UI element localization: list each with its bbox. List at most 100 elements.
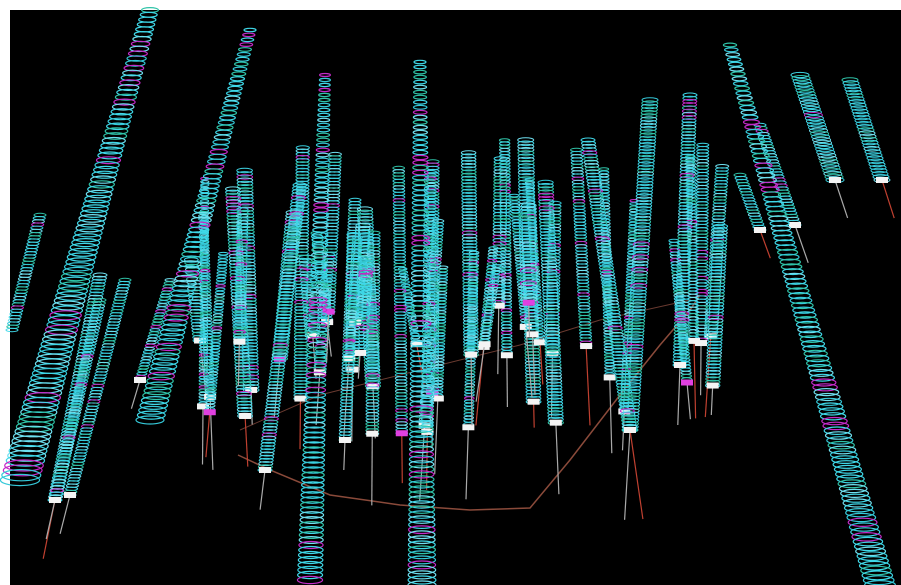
core-ring [804, 115, 824, 122]
core-ring [612, 360, 628, 366]
core-ring [539, 215, 556, 221]
core-ring [517, 156, 535, 163]
core-ring [319, 72, 332, 78]
core-ring [537, 183, 554, 189]
core-ring [545, 375, 563, 381]
core-ring [462, 304, 479, 310]
core-ring [722, 42, 738, 48]
core-ring [546, 387, 563, 394]
core-ring [355, 222, 371, 229]
core-ring [235, 381, 252, 387]
core-ring [106, 122, 130, 131]
core-ring [287, 220, 303, 226]
core-ring [538, 199, 555, 205]
core-ring [623, 401, 641, 408]
core-ring [290, 201, 306, 207]
core-ring [673, 346, 689, 352]
core-ring [538, 211, 556, 218]
core-ring [409, 415, 434, 423]
core-ring [52, 300, 85, 311]
core-ring [602, 290, 618, 296]
core-ring [634, 206, 652, 212]
core-ring [632, 251, 650, 257]
core-ring [243, 27, 257, 33]
core-ring [510, 213, 522, 217]
core-ring [680, 156, 696, 162]
core-ring [627, 331, 645, 337]
core-ring [517, 147, 535, 153]
core-ring [263, 419, 279, 425]
core-ring [624, 375, 642, 382]
core-ring [65, 257, 96, 267]
core-ring [461, 195, 477, 201]
core-ring [150, 362, 178, 371]
core-ring [295, 158, 310, 163]
core-ring [236, 407, 253, 413]
collar-label [239, 412, 252, 419]
core-ring [272, 345, 288, 351]
hole-trace [555, 422, 560, 495]
core-ring [462, 252, 478, 258]
core-ring [524, 354, 541, 360]
core-ring [300, 501, 325, 509]
core-ring [641, 103, 659, 110]
core-ring [407, 550, 436, 560]
core-ring [303, 426, 326, 434]
core-ring [674, 307, 690, 313]
core-ring [278, 297, 294, 303]
core-ring [673, 340, 689, 345]
core-ring [604, 366, 615, 370]
core-ring [674, 301, 690, 307]
collar-label [478, 341, 491, 348]
core-ring [275, 323, 291, 329]
core-ring [709, 282, 726, 288]
core-ring [853, 541, 885, 552]
core-ring [461, 227, 478, 233]
core-ring [284, 246, 300, 252]
core-ring [615, 376, 631, 382]
core-ring [266, 397, 282, 403]
core-ring [681, 124, 697, 130]
core-ring [845, 508, 875, 518]
core-ring [293, 380, 308, 385]
core-ring [235, 375, 251, 381]
collar-label [789, 222, 801, 228]
core-ring [356, 298, 372, 304]
core-ring [407, 580, 437, 585]
core-ring [850, 527, 881, 537]
core-ring [285, 236, 301, 242]
core-ring [602, 287, 618, 293]
core-ring [408, 475, 435, 484]
core-ring [410, 315, 432, 322]
core-ring [409, 445, 435, 454]
core-ring [288, 217, 304, 223]
core-ring [626, 350, 644, 356]
core-ring [461, 243, 478, 249]
core-ring [87, 185, 114, 194]
core-ring [93, 165, 119, 174]
core-ring [462, 291, 479, 297]
core-ring [847, 517, 878, 528]
core-ring [624, 382, 642, 388]
core-ring [295, 154, 310, 160]
collar-label [462, 424, 475, 431]
core-ring [608, 328, 624, 334]
collar-label [580, 343, 593, 350]
core-ring [493, 169, 508, 175]
core-ring [314, 182, 330, 188]
core-ring [792, 306, 816, 314]
core-ring [483, 313, 495, 317]
core-ring [617, 392, 633, 398]
core-ring [262, 429, 278, 435]
core-ring [316, 132, 331, 138]
core-ring [462, 278, 479, 284]
core-ring [675, 272, 691, 278]
core-ring [294, 302, 309, 308]
core-ring [673, 330, 689, 336]
hole-trace [677, 364, 681, 426]
hole-trace [237, 341, 241, 386]
core-ring [304, 401, 326, 409]
core-ring [301, 461, 325, 469]
core-ring [543, 320, 560, 327]
core-ring [681, 111, 697, 117]
